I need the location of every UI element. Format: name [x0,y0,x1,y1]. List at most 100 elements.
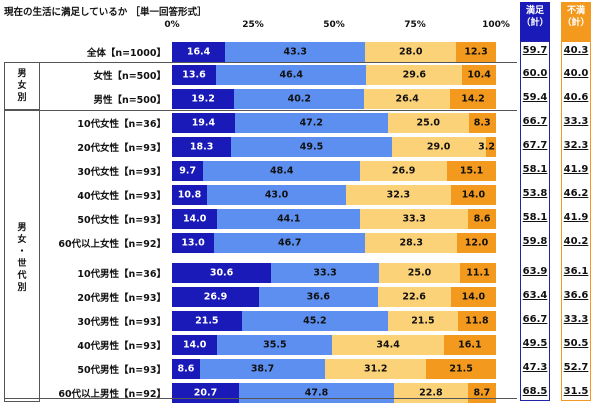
data-label: 46.7 [278,237,302,249]
bar-segment: 30.6 [172,263,272,283]
stacked-bar: 18.3 49.5 29.0 3.2 [172,137,496,157]
fuman-total-value: 52.7 [563,362,589,373]
manzoku-header-line2: （計） [521,18,549,28]
row-label: 50代男性【n=93】 [77,365,166,376]
fuman-total-value: 31.5 [563,386,589,397]
bar-segment: 35.5 [217,335,333,355]
bar-segment: 25.0 [387,113,469,133]
data-label: 8.6 [473,213,491,225]
data-label: 8.7 [473,387,491,399]
manzoku-total-value: 47.3 [522,362,548,373]
bar-segment: 21.5 [172,311,242,331]
chart-title: 現在の生活に満足しているか ［単一回答形式］ [4,7,207,18]
bar-segment: 29.0 [391,137,486,157]
data-label: 12.3 [464,46,488,58]
data-label: 48.4 [269,165,294,177]
data-label: 3.2 [478,141,495,153]
bar-segment: 47.2 [234,113,388,133]
bar-segment: 46.4 [216,65,367,85]
bar-segment: 16.1 [443,335,496,355]
fuman-total-value: 36.6 [563,290,589,301]
fuman-total-value: 40.2 [563,236,589,247]
manzoku-header-line1: 満足 [525,6,544,16]
data-label: 21.5 [449,363,473,375]
bar-segment: 47.8 [239,383,394,403]
gender-group-char: 男 [17,69,27,79]
fuman-total-value: 36.1 [563,266,589,277]
data-label: 14.0 [461,189,486,201]
stacked-bar: 13.6 46.4 29.6 10.4 [172,65,496,85]
fuman-total-value: 40.0 [563,68,589,79]
bar-segment: 18.3 [172,137,232,157]
bar-segment: 21.5 [426,359,496,379]
bar-segment: 43.0 [206,185,347,205]
stacked-bar: 21.5 45.2 21.5 11.8 [172,311,496,331]
row-label: 10代男性【n=36】 [77,269,166,280]
bar-segment: 9.7 [172,161,204,181]
data-label: 31.2 [364,363,388,375]
manzoku-total-value: 66.7 [522,314,548,325]
bar-segment: 13.6 [172,65,217,85]
bar-segment: 31.2 [325,359,427,379]
bar-segment: 45.2 [241,311,389,331]
bar-segment: 14.0 [450,287,496,307]
fuman-total-value: 50.5 [563,338,589,349]
manzoku-total-value: 68.5 [522,386,548,397]
manzoku-total-value: 53.8 [522,188,548,199]
data-label: 33.3 [402,213,426,225]
bar-segment: 46.7 [214,233,366,253]
x-tick-label: 0% [164,20,180,30]
manzoku-total-value: 66.7 [522,116,548,127]
row-label: 20代女性【n=93】 [77,143,166,154]
bar-segment: 48.4 [203,161,361,181]
data-label: 22.6 [402,291,426,303]
bar-segment: 13.0 [172,233,215,253]
gender-group-char: 別 [17,93,27,103]
data-label: 11.1 [466,267,490,279]
bar-segment: 12.3 [456,42,496,62]
data-label: 13.6 [182,69,206,81]
manzoku-total-value: 59.8 [522,236,548,247]
bar-segment: 12.0 [457,233,496,253]
fuman-total-value: 33.3 [563,116,589,127]
bar-segment: 15.1 [447,161,496,181]
stacked-bar: 26.9 36.6 22.6 14.0 [172,287,496,307]
data-label: 14.0 [182,213,207,225]
data-label: 30.6 [209,267,234,279]
row-label: 60代以上男性【n=92】 [58,389,166,400]
stacked-bar: 30.6 33.3 25.0 11.1 [172,263,496,283]
data-label: 35.5 [263,339,287,351]
fuman-header-line2: （計） [562,18,590,28]
fuman-total-value: 40.3 [563,45,589,56]
manzoku-total-value: 60.0 [522,68,548,79]
data-label: 45.2 [303,315,327,327]
bar-segment: 22.6 [377,287,451,307]
manzoku-total-value: 58.1 [522,164,548,175]
data-label: 19.2 [191,93,215,105]
x-tick-label: 50% [323,20,345,30]
fuman-header-line1: 不満 [566,6,585,16]
fuman-total-value: 32.3 [563,140,589,151]
stacked-bar: 16.4 43.3 28.0 12.3 [172,42,496,62]
data-label: 10.4 [467,69,491,81]
bar-segment: 26.9 [360,161,448,181]
stacked-bar: 19.2 40.2 26.4 14.2 [172,89,496,109]
bar-segment: 3.2 [478,137,496,157]
stacked-bar: 14.0 35.5 34.4 16.1 [172,335,496,355]
bar-segment: 34.4 [332,335,444,355]
bar-segment: 36.6 [259,287,378,307]
bar-segment: 32.3 [346,185,451,205]
row-label: 50代女性【n=93】 [77,215,166,226]
stacked-bar: 8.6 38.7 31.2 21.5 [172,359,496,379]
data-label: 34.4 [376,339,400,351]
data-label: 33.3 [313,267,337,279]
data-label: 36.6 [306,291,331,303]
data-label: 14.0 [182,339,207,351]
stacked-bar: 10.8 43.0 32.3 14.0 [172,185,496,205]
stacked-bar: 14.0 44.1 33.3 8.6 [172,209,496,229]
data-label: 26.9 [203,291,228,303]
manzoku-total-value: 59.7 [522,45,548,56]
data-label: 32.3 [386,189,411,201]
gender-group-label: 男 女 別 [4,68,40,104]
data-label: 14.2 [461,93,485,105]
